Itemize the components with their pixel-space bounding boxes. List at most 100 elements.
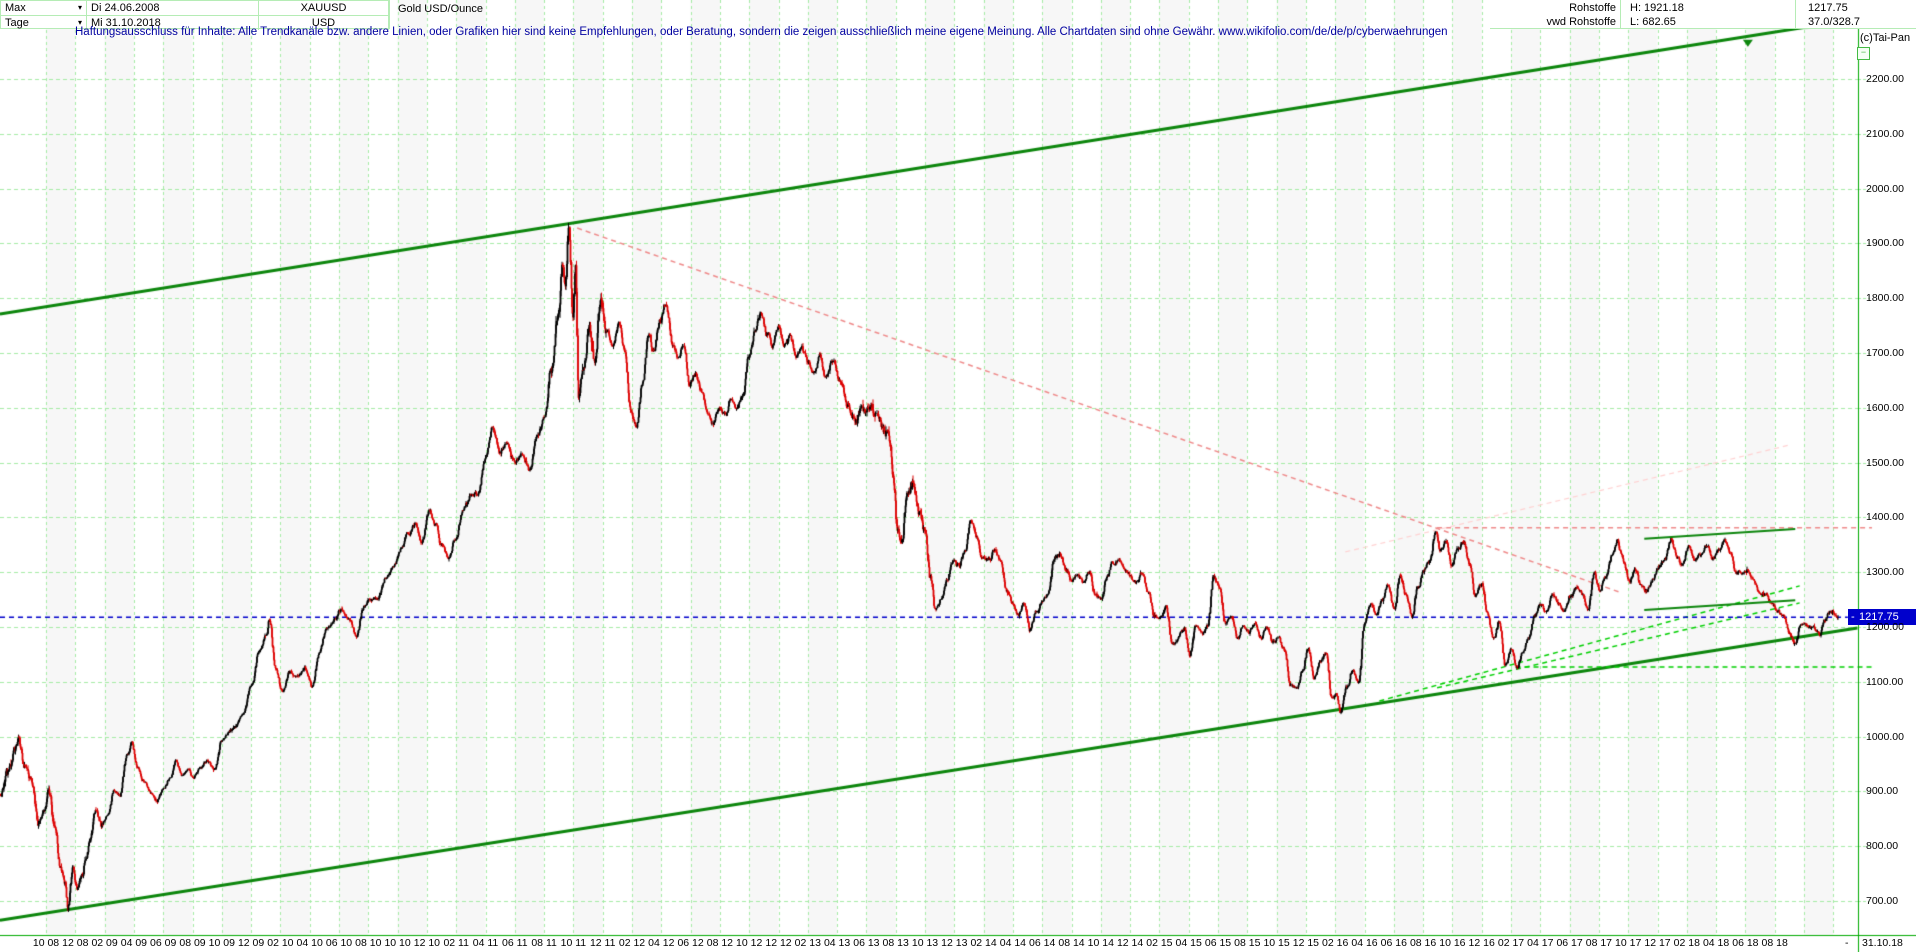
current-price-badge: 1217.75 — [1848, 609, 1916, 625]
y-tick-label: 2200.00 — [1866, 73, 1904, 85]
y-tick-label: 700.00 — [1866, 895, 1899, 907]
x-tick-label: 08 09 — [179, 937, 206, 949]
x-tick-label: 06 10 — [325, 937, 353, 949]
y-tick-label: 2100.00 — [1866, 127, 1904, 140]
x-tick-label: 08 12 — [706, 937, 734, 949]
date-to-field[interactable]: Mi 31.10.2018 — [87, 16, 259, 30]
x-tick-label: 10 17 — [1615, 937, 1642, 949]
period-selector-max[interactable]: Max ▾ — [1, 1, 87, 15]
x-tick-label: 06 12 — [677, 937, 704, 949]
y-tick-label: 1700.00 — [1866, 347, 1904, 359]
range-value: 37.0/328.7 — [1808, 16, 1860, 28]
x-tick-label: 10 10 — [384, 937, 411, 949]
x-tick-label: 06 09 — [150, 937, 177, 949]
y-tick-label: 1300.00 — [1866, 566, 1904, 579]
period-high-value: H: 1921.18 — [1630, 2, 1684, 14]
x-tick-label: 12 09 — [237, 937, 265, 949]
chevron-down-icon[interactable]: ▾ — [77, 18, 82, 27]
instrument-title: Gold USD/Ounce — [398, 3, 483, 15]
x-tick-label: 10 14 — [1087, 937, 1114, 949]
x-tick-label: 02 17 — [1497, 937, 1525, 949]
x-tick-label: 04 18 — [1702, 937, 1730, 949]
x-tick-label: 06 18 — [1732, 937, 1759, 949]
x-tick-label: 04 15 — [1175, 937, 1202, 949]
x-tick-label: 08 18 — [1761, 937, 1788, 949]
x-tick-label: 04 10 — [296, 937, 323, 949]
x-tick-label: 02 15 — [1146, 937, 1173, 949]
x-tick-label: 04 16 — [1351, 937, 1378, 949]
x-tick-label: 08 15 — [1234, 937, 1261, 949]
x-tick-label: 02 14 — [970, 937, 997, 949]
x-tick-label: 12 14 — [1116, 937, 1144, 949]
x-tick-label: 12 08 — [62, 937, 89, 949]
x-tick-label: 12 11 — [589, 937, 616, 949]
date-from-field[interactable]: Di 24.06.2008 — [87, 1, 259, 15]
period-selector-tage[interactable]: Tage ▾ — [1, 16, 87, 30]
x-tick-label: 02 10 — [267, 937, 294, 949]
x-tick-label: 06 15 — [1204, 937, 1232, 949]
x-tick-label: 02 12 — [618, 937, 646, 949]
period-max-label: Max — [5, 2, 26, 14]
x-tick-label: 08 10 — [355, 937, 382, 949]
x-tick-label: 04 17 — [1527, 937, 1554, 949]
last-price-value: 1217.75 — [1808, 2, 1848, 14]
y-tick-label: 1800.00 — [1866, 292, 1904, 305]
end-date-label: 31.10.18 — [1862, 937, 1903, 949]
x-tick-label: 10 13 — [911, 937, 939, 949]
chevron-down-icon[interactable]: ▾ — [77, 3, 82, 12]
y-tick-label: 1400.00 — [1866, 511, 1904, 524]
divider — [1795, 0, 1796, 29]
x-tick-label: 06 16 — [1380, 937, 1407, 949]
copyright-label: (c)Tai-Pan — [1860, 32, 1911, 44]
x-tick-label: 12 15 — [1292, 937, 1320, 949]
x-tick-label: 06 11 — [502, 937, 528, 949]
x-tick-label: 08 13 — [882, 937, 909, 949]
x-tick-label: 10 11 — [560, 937, 587, 949]
x-tick-label: 12 17 — [1644, 937, 1671, 949]
axis-corner-dash: - — [1845, 937, 1849, 949]
x-tick-label: 10 08 — [32, 937, 60, 949]
x-tick-label: 10 09 — [208, 937, 235, 949]
source-label: vwd Rohstoffe — [1546, 16, 1616, 28]
x-tick-label: 04 12 — [648, 937, 675, 949]
x-tick-label: 10 16 — [1439, 937, 1466, 949]
x-tick-label: 06 13 — [853, 937, 880, 949]
x-tick-label: 10 15 — [1263, 937, 1290, 949]
period-low-value: L: 682.65 — [1630, 16, 1676, 28]
x-tick-label: 10 12 — [736, 937, 763, 949]
market-label: Rohstoffe — [1569, 2, 1616, 14]
x-tick-label: 02 18 — [1673, 937, 1700, 949]
y-tick-label: 1000.00 — [1866, 730, 1904, 743]
x-tick-label: 04 09 — [120, 937, 148, 949]
x-tick-label: 02 11 — [443, 937, 469, 949]
x-tick-label: 08 16 — [1409, 937, 1437, 949]
period-tage-label: Tage — [5, 17, 29, 29]
collapse-icon[interactable]: − — [1857, 47, 1870, 60]
x-tick-label: 08 11 — [531, 937, 557, 949]
x-tick-label: 12 12 — [765, 937, 792, 949]
y-tick-label: 1600.00 — [1866, 401, 1904, 414]
x-tick-label: 08 14 — [1058, 937, 1085, 949]
quote-info-table: Rohstoffe vwd Rohstoffe H: 1921.18 L: 68… — [1490, 0, 1916, 29]
disclaimer-text: Haftungsausschluss für Inhalte: Alle Tre… — [75, 26, 1448, 38]
x-tick-label: 02 09 — [91, 937, 118, 949]
divider — [1620, 0, 1621, 29]
y-tick-label: 900.00 — [1866, 785, 1899, 798]
y-tick-label: 1500.00 — [1866, 456, 1904, 469]
x-tick-label: 04 11 — [472, 937, 499, 949]
x-tick-label: 06 17 — [1556, 937, 1583, 949]
x-tick-label: 02 13 — [794, 937, 821, 949]
y-tick-label: 2000.00 — [1866, 182, 1904, 195]
x-tick-label: 12 13 — [941, 937, 968, 949]
x-tick-label: 06 14 — [1029, 937, 1056, 949]
x-tick-label: 12 16 — [1468, 937, 1495, 949]
x-tick-label: 08 17 — [1585, 937, 1613, 949]
chart-settings-table: Max ▾ Di 24.06.2008 XAUUSD Tage ▾ Mi 31.… — [0, 0, 390, 30]
y-tick-label: 1900.00 — [1866, 237, 1904, 250]
x-tick-label: 12 10 — [413, 937, 441, 949]
symbol-label: XAUUSD — [259, 1, 389, 15]
currency-label: USD — [259, 16, 389, 30]
y-tick-label: 1200.00 — [1866, 621, 1904, 633]
